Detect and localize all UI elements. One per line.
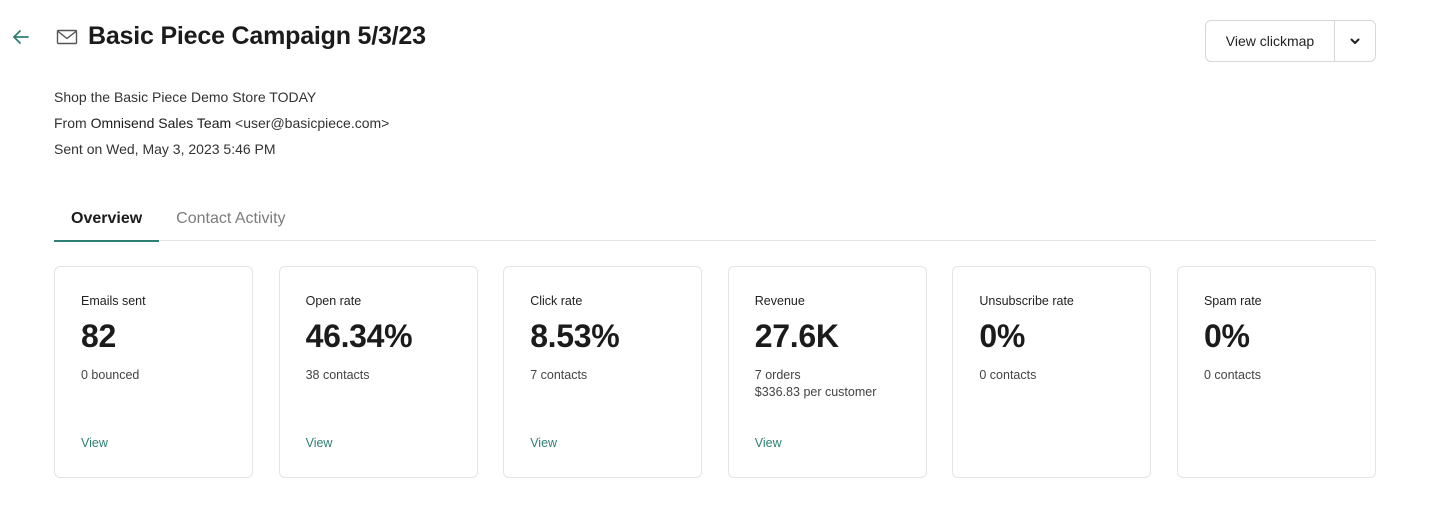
tab-overview[interactable]: Overview xyxy=(54,204,160,242)
stat-card-spam-rate: Spam rate 0% 0 contacts xyxy=(1176,266,1376,478)
stat-label: Revenue xyxy=(754,294,805,308)
campaign-subject: Shop the Basic Piece Demo Store TODAY xyxy=(54,89,317,105)
view-click-rate-link[interactable]: View xyxy=(530,436,558,450)
stats-cards: Emails sent 82 0 bounced View Open rate … xyxy=(54,266,1376,478)
stat-label: Click rate xyxy=(530,294,583,308)
campaign-meta: Shop the Basic Piece Demo Store TODAY Fr… xyxy=(54,84,389,162)
clickmap-dropdown-button[interactable] xyxy=(1335,21,1375,61)
stat-value: 0% xyxy=(979,318,1026,354)
stat-value: 27.6K xyxy=(754,318,839,354)
stat-value: 82 xyxy=(81,318,116,354)
envelope-icon xyxy=(56,29,78,45)
campaign-sender: From Omnisend Sales Team <user@basicpiec… xyxy=(54,110,389,136)
chevron-down-icon xyxy=(1350,38,1360,44)
stat-detail: 0 bounced xyxy=(81,368,140,382)
view-clickmap-button-group: View clickmap xyxy=(1205,20,1376,62)
view-clickmap-button[interactable]: View clickmap xyxy=(1225,33,1315,49)
sender-prefix: From xyxy=(54,115,87,131)
stat-detail: 0 contacts xyxy=(1203,368,1261,382)
stat-detail: 7 contacts xyxy=(530,368,588,382)
view-open-rate-link[interactable]: View xyxy=(305,436,333,450)
stat-detail: 38 contacts xyxy=(305,368,370,382)
view-revenue-link[interactable]: View xyxy=(754,436,782,450)
stat-card-unsubscribe-rate: Unsubscribe rate 0% 0 contacts xyxy=(952,266,1152,478)
stat-detail: 7 orders xyxy=(754,368,801,382)
button-divider xyxy=(1334,21,1335,61)
tab-contact-activity[interactable]: Contact Activity xyxy=(176,210,286,227)
sender-name: Omnisend Sales Team xyxy=(90,115,232,131)
stat-label: Spam rate xyxy=(1203,294,1262,308)
stat-card-revenue: Revenue 27.6K 7 orders $336.83 per custo… xyxy=(727,266,927,478)
stat-value: 0% xyxy=(1203,318,1250,354)
stat-value: 8.53% xyxy=(530,318,620,354)
sender-email: <user@basicpiece.com> xyxy=(235,115,390,131)
stat-label: Open rate xyxy=(305,294,362,308)
report-tabs: Overview Contact Activity xyxy=(54,204,1376,242)
stat-detail: 0 contacts xyxy=(979,368,1037,382)
page-title: Basic Piece Campaign 5/3/23 xyxy=(88,22,426,50)
stat-label: Emails sent xyxy=(81,294,146,308)
stat-detail-secondary: $336.83 per customer xyxy=(754,385,877,399)
arrow-left-icon[interactable] xyxy=(10,26,32,48)
view-emails-sent-link[interactable]: View xyxy=(81,436,108,450)
stat-card-click-rate: Click rate 8.53% 7 contacts View xyxy=(503,266,703,478)
stat-value: 46.34% xyxy=(305,318,413,354)
campaign-sent-date: Sent on Wed, May 3, 2023 5:46 PM xyxy=(54,141,276,157)
stat-card-emails-sent: Emails sent 82 0 bounced View xyxy=(54,266,253,478)
stat-label: Unsubscribe rate xyxy=(979,294,1074,308)
stat-card-open-rate: Open rate 46.34% 38 contacts View xyxy=(278,266,478,478)
